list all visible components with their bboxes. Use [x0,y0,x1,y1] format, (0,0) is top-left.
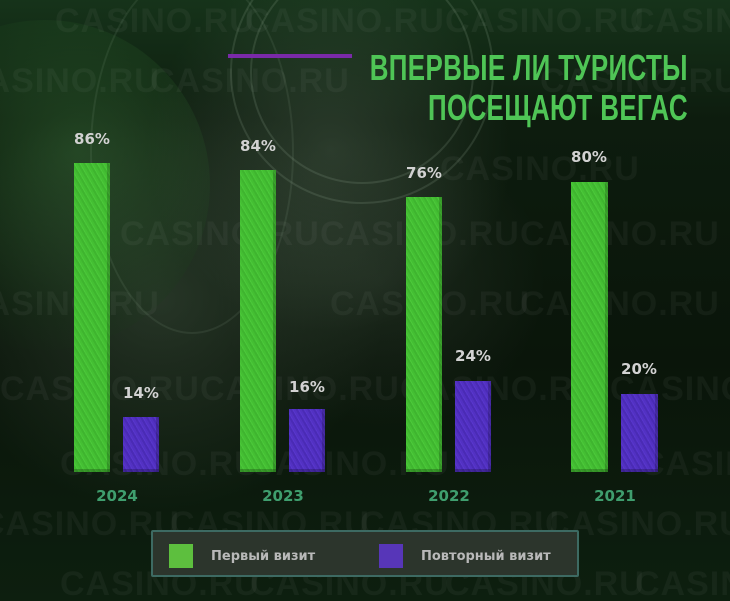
watermark: CASINO.RU [520,285,720,324]
value-label-first-2022: 76% [406,164,442,182]
bar-first-visit-2021 [571,182,608,472]
legend-label-repeat-visit: Повторный визит [421,548,551,564]
chart-title-line-1: ВПЕРВЫЕ ЛИ ТУРИСТЫ [369,47,688,88]
watermark: CASINO.RU [200,370,400,409]
legend-swatch-purple [379,544,403,568]
watermark: CASINO.RU [55,2,255,41]
year-label-2021: 2021 [594,487,636,505]
watermark: CASINO.RU [630,2,730,41]
watermark: CASINO.RU [0,505,180,544]
bar-first-visit-2022 [406,197,442,472]
legend: Первый визит Повторный визит [151,530,579,577]
value-label-first-2023: 84% [240,137,276,155]
chart-title: ВПЕРВЫЕ ЛИ ТУРИСТЫ ПОСЕЩАЮТ ВЕГАС [370,48,688,128]
bar-first-visit-2023 [240,170,276,472]
legend-item-first-visit: Первый визит [169,544,315,568]
watermark: CASINO.RU [540,62,730,101]
value-label-first-2021: 80% [571,148,607,166]
watermark: CASINO.RU [635,565,730,601]
chart-title-line-2: ПОСЕЩАЮТ ВЕГАС [428,87,688,128]
legend-label-first-visit: Первый визит [211,548,316,564]
value-label-repeat-2023: 16% [289,378,325,396]
value-label-repeat-2022: 24% [455,347,491,365]
value-label-first-2024: 86% [74,130,110,148]
watermark: CASINO.RU [150,62,350,101]
value-label-repeat-2021: 20% [621,360,657,378]
bar-repeat-visit-2022 [455,381,491,472]
legend-swatch-green [169,544,193,568]
title-accent-rule [228,54,352,58]
bar-repeat-visit-2023 [289,409,325,472]
bar-repeat-visit-2024 [123,417,159,472]
watermark: CASINO.RU [440,150,640,189]
year-label-2022: 2022 [428,487,470,505]
year-label-2024: 2024 [96,487,138,505]
legend-item-repeat-visit: Повторный визит [379,544,551,568]
bar-first-visit-2024 [74,163,110,472]
value-label-repeat-2024: 14% [123,384,159,402]
watermark: CASINO.RU [520,215,720,254]
watermark: CASINO.RU [245,2,445,41]
watermark: CASINO.RU [120,215,320,254]
watermark: CASINO.RU [0,62,160,101]
watermark: CASINO.RU [445,2,645,41]
year-label-2023: 2023 [262,487,304,505]
bar-repeat-visit-2021 [621,394,658,472]
